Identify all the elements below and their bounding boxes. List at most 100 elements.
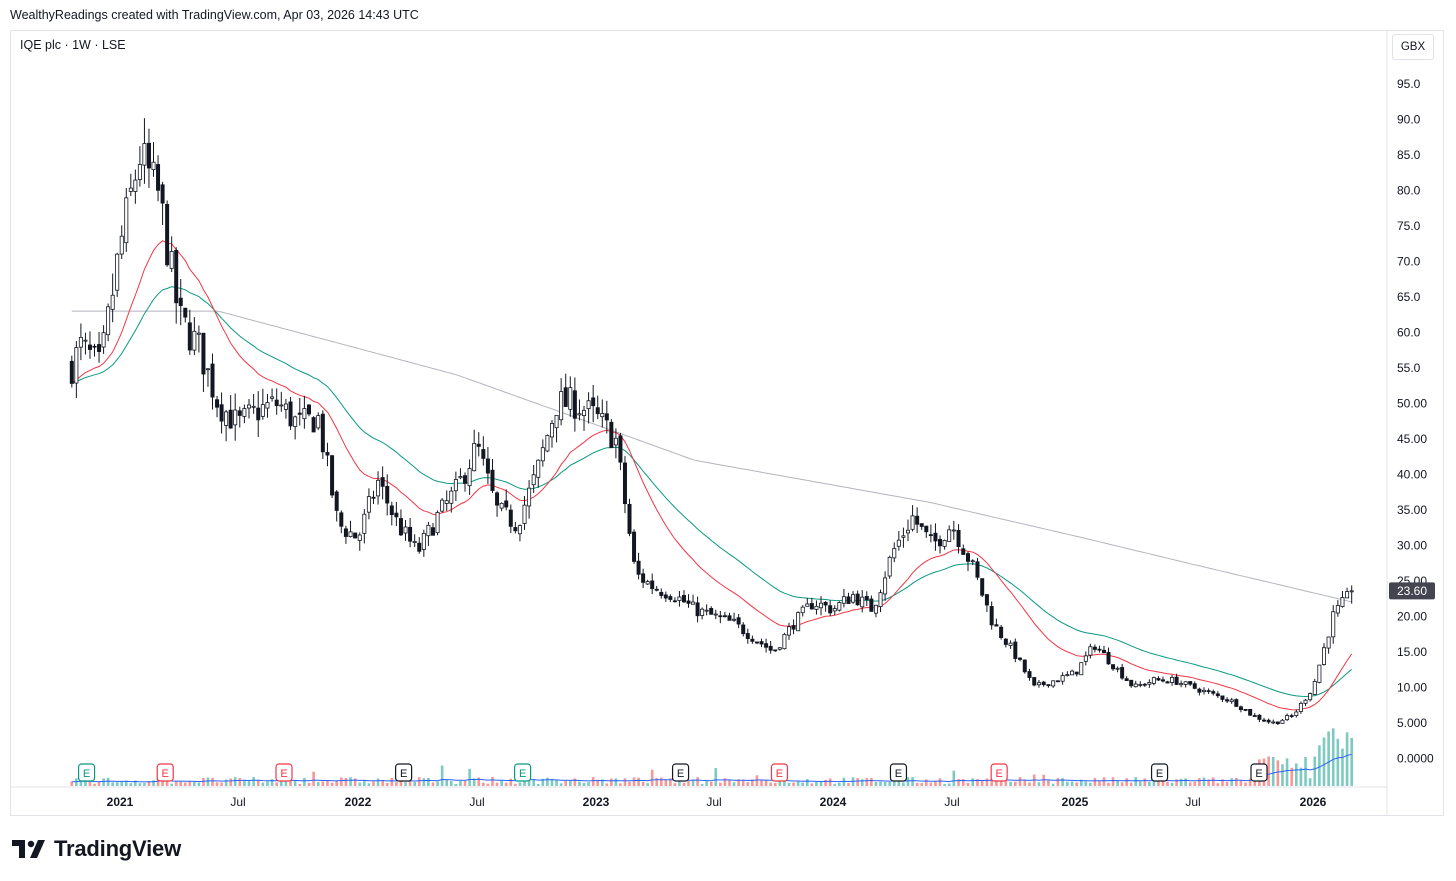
candle-body [1051,680,1056,687]
volume-bar [1211,777,1215,786]
volume-bar [1157,778,1160,786]
volume-bar [385,783,389,786]
earnings-marker[interactable] [770,763,789,782]
volume-bar [353,778,357,786]
y-axis-ticks: 95.0 90.0 85.0 80.0 75.0 70.0 65.0 60.0 55.0 50.0… [1397,77,1434,766]
tradingview-logo-icon [12,840,45,858]
tradingview-logo[interactable]: TradingView [12,836,181,862]
volume-bar [1202,777,1206,786]
candle-body [219,404,224,422]
earnings-marker-label: E [83,768,90,780]
candle-body [274,399,279,406]
earnings-marker-label: E [776,768,783,780]
candle-body [1060,675,1065,682]
candle-body [572,390,577,419]
candle-body [517,525,522,535]
candle-body [994,624,999,627]
candle-body [270,396,275,399]
volume-bar [261,782,265,786]
earnings-marker[interactable] [395,763,413,782]
candle-body [1111,664,1116,670]
currency-button[interactable]: GBX [1392,34,1434,60]
y-tick-label: 15.00 [1397,645,1427,659]
candle-body [1133,683,1138,688]
volume-bar [1276,760,1280,786]
candle-body [1101,649,1106,654]
earnings-marker[interactable] [889,763,908,782]
volume-bars [70,728,1353,786]
earnings-marker[interactable] [990,763,1008,782]
earnings-marker[interactable] [1150,763,1169,782]
volume-bar [1207,779,1210,786]
x-tick-label: 2022 [345,795,372,809]
candle-body [668,596,673,600]
candle-body [672,600,677,603]
candle-body [1211,691,1216,694]
candle-body [408,526,413,542]
candle-body [636,560,641,575]
earnings-marker[interactable] [671,763,690,782]
candle-body [237,410,242,416]
candle-body [691,601,696,605]
volume-bar [349,777,352,786]
candle-body [618,435,623,463]
volume-bar [1345,732,1349,786]
earnings-marker[interactable] [156,763,174,782]
earnings-marker[interactable] [77,763,96,782]
candle-body [320,413,325,453]
volume-bar [1079,779,1083,786]
volume-bar [1098,780,1101,786]
chart-frame [10,30,1444,816]
earnings-marker[interactable] [1250,763,1268,782]
candle-body [627,503,632,534]
volume-bar [138,783,142,786]
y-tick-label: 95.0 [1397,77,1421,91]
volume-bar [102,778,105,786]
volume-bar [664,779,668,786]
candle-body [947,529,952,542]
volume-bar [947,783,951,786]
volume-bar [696,777,699,786]
volume-bar [486,783,490,786]
volume-bar [838,782,841,786]
candle-body [279,404,284,407]
candle-body [1151,677,1156,684]
volume-bar [75,778,78,786]
candle-body [1092,646,1097,650]
candle-body [873,604,878,614]
volume-bar [1116,780,1119,786]
volume-bar [623,778,627,786]
y-tick-label: 20.00 [1397,609,1427,623]
volume-bar [860,779,864,786]
candle-body [1032,677,1037,686]
earnings-marker[interactable] [275,763,293,782]
candle-body [417,542,422,552]
candle-body [124,197,129,244]
volume-bar [810,783,814,786]
candle-body [841,596,846,604]
volume-bar [1341,748,1344,786]
volume-bar [70,781,74,786]
candle-body [1326,636,1331,649]
tradingview-logo-text: TradingView [54,836,181,861]
volume-bar [124,780,128,786]
y-tick-label: 40.00 [1397,467,1427,481]
volume-bar [536,783,540,786]
symbol-title[interactable]: IQE plc · 1W · LSE [20,38,126,52]
volume-bar [482,782,485,786]
volume-bar [233,777,237,786]
volume-bar [559,783,563,786]
volume-bar [1304,757,1307,786]
candle-body [1115,667,1120,670]
x-tick-label: 2025 [1062,795,1089,809]
candle-body [330,455,335,496]
candle-body [609,421,614,448]
candle-body [394,512,399,518]
candle-body [142,143,147,166]
volume-bar [587,782,590,786]
candle-body [823,601,828,606]
volume-bar [252,777,255,786]
earnings-marker[interactable] [514,763,532,782]
candle-body [1088,646,1093,656]
